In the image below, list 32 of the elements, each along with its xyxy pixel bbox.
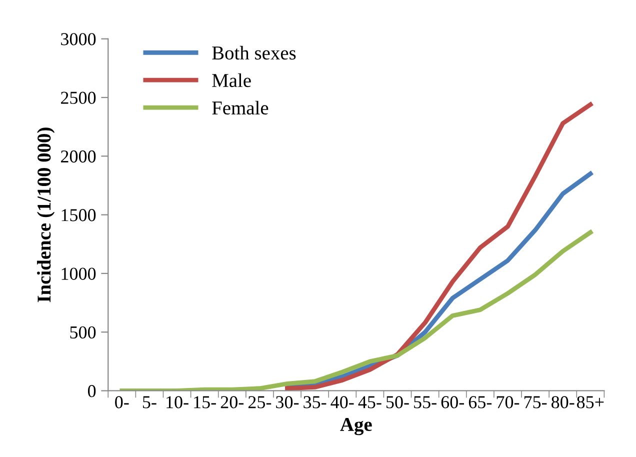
x-tick-label: 20- — [220, 396, 244, 408]
x-tick-label: 35- — [304, 396, 326, 408]
x-tick-label: 30- — [276, 396, 299, 408]
x-tick-label: 65- — [468, 396, 492, 408]
x-tick-label: 70- — [496, 396, 520, 408]
x-tick-label: 15- — [194, 396, 216, 408]
x-axis-title: Age — [340, 418, 372, 436]
y-tick-label: 2000 — [60, 150, 96, 163]
x-tick-label: 80- — [552, 396, 574, 408]
line-series — [285, 102, 593, 391]
y-axis-title: Incidence (1/100 000) — [37, 128, 55, 302]
x-tick-label: 45- — [358, 396, 382, 408]
x-tick-label: 0- — [115, 396, 129, 408]
y-tick-label: 0 — [88, 384, 96, 398]
y-tick-label: 1500 — [62, 209, 96, 222]
y-tick-label: 3000 — [61, 33, 96, 46]
x-tick-label: 85+ — [576, 396, 604, 408]
y-tick-label: 1000 — [62, 268, 96, 280]
y-tick-label: 2500 — [60, 92, 96, 104]
x-tick-label: 50- — [386, 396, 409, 408]
x-tick-label: 60- — [441, 396, 464, 408]
x-tick-label: 5- — [142, 396, 156, 408]
x-tick-label: 75- — [524, 396, 547, 408]
legend-label: Male — [212, 73, 251, 88]
x-tick-label: 10- — [166, 396, 188, 408]
x-tick-label: 55- — [414, 396, 436, 408]
x-tick-label: 25- — [248, 396, 272, 408]
legend-label: Female — [212, 100, 268, 115]
y-tick-label: 500 — [70, 326, 96, 339]
x-tick-label: 40- — [330, 396, 354, 408]
line-series — [120, 230, 593, 391]
legend-label: Both sexes — [212, 46, 296, 60]
